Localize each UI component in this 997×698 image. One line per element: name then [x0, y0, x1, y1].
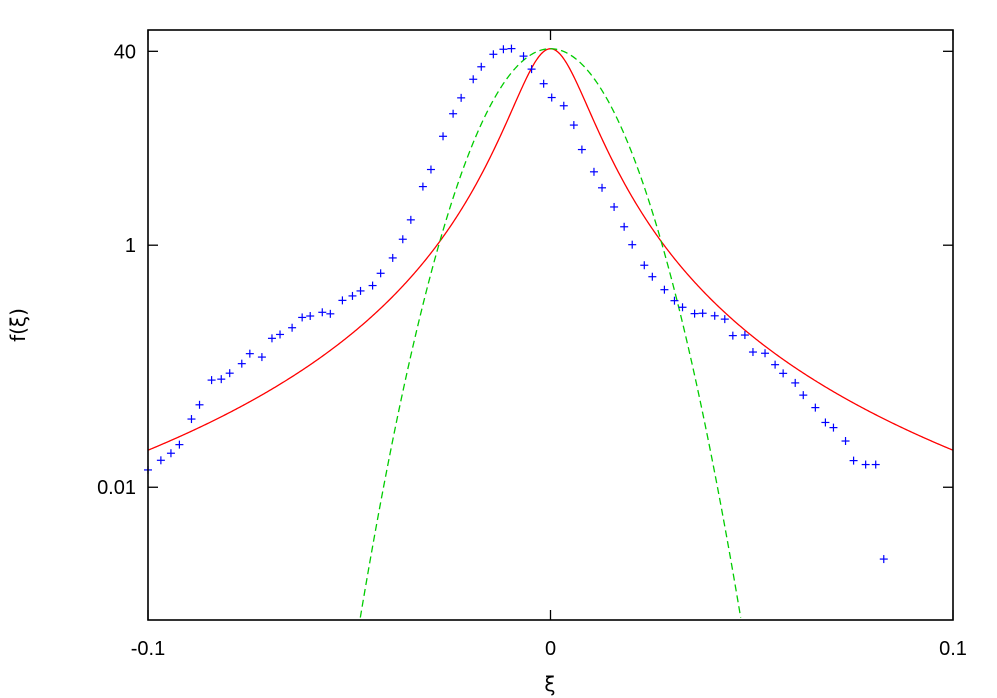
- data-point: [547, 93, 556, 102]
- data-point: [698, 309, 707, 318]
- data-point: [326, 309, 335, 318]
- data-point: [841, 437, 850, 446]
- data-point: [678, 303, 687, 312]
- data-point: [779, 369, 788, 378]
- markers-layer: [144, 44, 888, 564]
- y-tick-label: 0.01: [97, 477, 136, 499]
- data-point: [338, 296, 347, 305]
- data-point: [569, 121, 578, 130]
- data-point: [376, 269, 385, 278]
- y-tick-label: 40: [114, 41, 136, 63]
- data-point: [166, 449, 175, 458]
- data-point: [761, 349, 770, 358]
- data-point: [388, 253, 397, 262]
- data-point: [539, 79, 548, 88]
- x-tick-label: 0: [545, 638, 556, 660]
- data-point: [225, 369, 234, 378]
- data-point: [559, 101, 568, 110]
- y-tick-label: 1: [125, 235, 136, 257]
- data-point: [426, 165, 435, 174]
- data-point: [418, 182, 427, 191]
- data-point: [748, 348, 757, 357]
- data-point: [156, 456, 165, 465]
- data-point: [356, 286, 365, 295]
- data-point: [670, 296, 679, 305]
- data-point: [771, 360, 780, 369]
- data-point: [237, 359, 246, 368]
- data-point: [690, 309, 699, 318]
- data-point: [457, 93, 466, 102]
- data-point: [439, 132, 448, 141]
- data-point: [398, 235, 407, 244]
- data-point: [740, 331, 749, 340]
- series-line-solid: [148, 48, 953, 451]
- data-point: [489, 50, 498, 59]
- data-point: [861, 460, 870, 469]
- data-point: [821, 418, 830, 427]
- data-point: [640, 261, 649, 270]
- data-point: [449, 109, 458, 118]
- data-point: [477, 62, 486, 71]
- data-point: [368, 281, 377, 290]
- data-point: [175, 440, 184, 449]
- data-point: [267, 334, 276, 343]
- data-point: [660, 285, 669, 294]
- data-point: [598, 183, 607, 192]
- data-point: [871, 460, 880, 469]
- data-point: [849, 456, 858, 465]
- data-point: [811, 403, 820, 412]
- data-point: [799, 391, 808, 400]
- data-point: [195, 400, 204, 409]
- x-tick-label: 0.1: [939, 638, 967, 660]
- y-axis-label: f(ξ): [6, 308, 30, 342]
- data-point: [829, 423, 838, 432]
- data-point: [276, 330, 285, 339]
- data-point: [288, 323, 297, 332]
- data-point: [257, 353, 266, 362]
- data-point: [710, 311, 719, 320]
- data-point: [499, 45, 508, 54]
- data-point: [620, 222, 629, 231]
- x-tick-label: -0.1: [131, 638, 165, 660]
- data-point: [879, 555, 888, 564]
- data-point: [589, 167, 598, 176]
- data-point: [519, 52, 528, 61]
- data-point: [306, 312, 315, 321]
- data-point: [187, 415, 196, 424]
- data-point: [406, 215, 415, 224]
- data-point: [217, 375, 226, 384]
- data-point: [298, 313, 307, 322]
- data-point: [469, 75, 478, 84]
- data-point: [728, 331, 737, 340]
- data-point: [577, 145, 586, 154]
- curves-layer: [148, 48, 953, 618]
- plot-frame: [147, 29, 954, 621]
- x-axis-label: ξ: [544, 672, 555, 696]
- data-point: [527, 65, 536, 74]
- data-point: [207, 376, 216, 385]
- ticks-layer: -0.1 0 0.1 40 1 0.01: [97, 30, 967, 660]
- data-point: [648, 272, 657, 281]
- data-point: [791, 378, 800, 387]
- data-point: [507, 44, 516, 53]
- data-point: [610, 202, 619, 211]
- data-point: [628, 240, 637, 249]
- data-point: [318, 308, 327, 317]
- series-line-dashed: [359, 48, 742, 618]
- data-point: [245, 349, 254, 358]
- data-point: [348, 291, 357, 300]
- data-point: [720, 315, 729, 324]
